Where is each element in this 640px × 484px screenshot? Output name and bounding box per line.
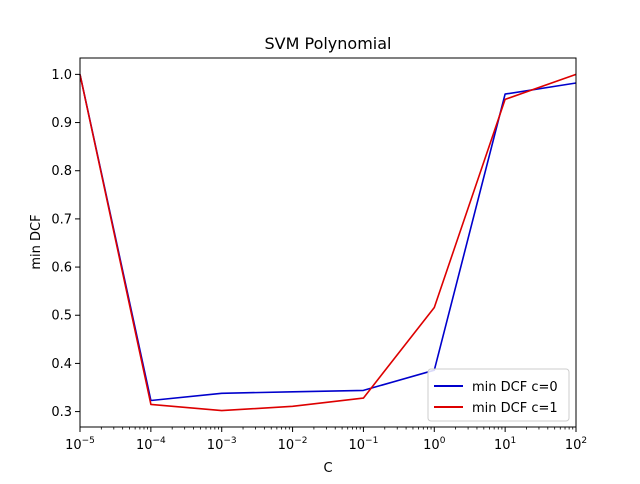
y-tick-label-1: 0.4 [51, 357, 72, 372]
series-line-1 [79, 73, 577, 412]
x-axis-label: C [323, 461, 332, 476]
series-line-0 [79, 74, 577, 402]
legend-label-series-0: min DCF c=0 [472, 380, 558, 395]
y-tick-label-7: 1.0 [51, 68, 72, 83]
x-tick-label-1: 10−4 [136, 436, 166, 453]
x-tick-label-3: 10−2 [278, 436, 308, 453]
x-tick-label-7: 102 [565, 436, 587, 453]
legend-box [427, 368, 570, 422]
y-axis-label: min DCF [29, 214, 44, 269]
y-axis: 0.3 0.4 0.5 0.6 0.7 0.8 0.9 1.0 [51, 68, 80, 420]
y-tick-label-5: 0.8 [51, 164, 72, 179]
chart-title: SVM Polynomial [265, 34, 392, 53]
y-tick-label-0: 0.3 [51, 405, 72, 420]
y-tick-label-4: 0.7 [51, 212, 72, 227]
x-tick-label-0: 10−5 [65, 436, 95, 453]
x-tick-label-6: 101 [494, 436, 516, 453]
x-tick-label-4: 10−1 [349, 436, 379, 453]
y-tick-label-6: 0.9 [51, 116, 72, 131]
x-axis: 10−5 10−4 10−3 10−2 10−1 100 101 102 [65, 427, 587, 453]
y-tick-label-3: 0.6 [51, 261, 72, 276]
legend: min DCF c=0 min DCF c=1 [427, 368, 570, 422]
x-tick-label-5: 100 [423, 436, 446, 453]
x-tick-label-2: 10−3 [207, 436, 237, 453]
plot-frame [79, 57, 577, 428]
legend-label-series-1: min DCF c=1 [472, 401, 558, 416]
y-tick-label-2: 0.5 [51, 309, 72, 324]
series-layer [79, 73, 577, 412]
